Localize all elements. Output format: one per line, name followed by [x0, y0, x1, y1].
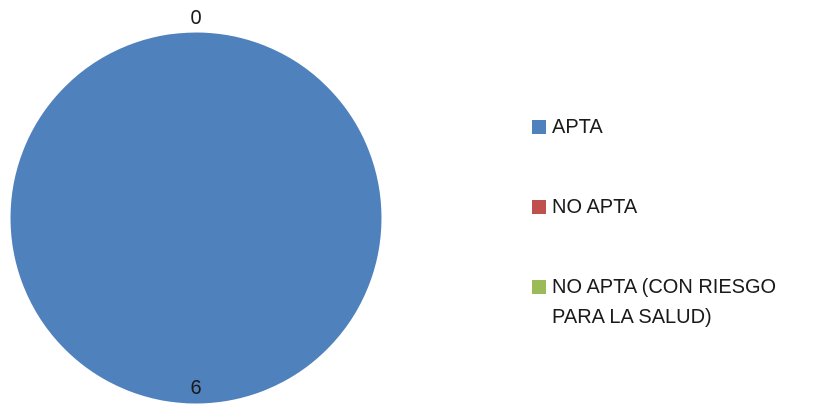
chart-legend: APTA NO APTA NO APTA (CON RIESGO PARA LA… — [532, 0, 812, 410]
legend-item-apta: APTA — [532, 112, 603, 142]
legend-swatch-no-apta-riesgo — [532, 280, 546, 294]
legend-swatch-no-apta — [532, 200, 546, 214]
legend-item-no-apta: NO APTA — [532, 192, 637, 222]
legend-swatch-apta — [532, 120, 546, 134]
legend-item-no-apta-riesgo: NO APTA (CON RIESGO PARA LA SALUD) — [532, 272, 807, 332]
legend-label-no-apta: NO APTA — [552, 196, 638, 218]
legend-label-no-apta-riesgo: NO APTA (CON RIESGO PARA LA SALUD) — [552, 276, 777, 328]
data-label-no-apta: 0 — [190, 7, 201, 29]
pie-slice-apta — [9, 31, 383, 405]
data-label-apta: 6 — [190, 377, 201, 399]
pie-chart: 60 — [9, 7, 383, 405]
legend-label-apta: APTA — [552, 116, 603, 138]
